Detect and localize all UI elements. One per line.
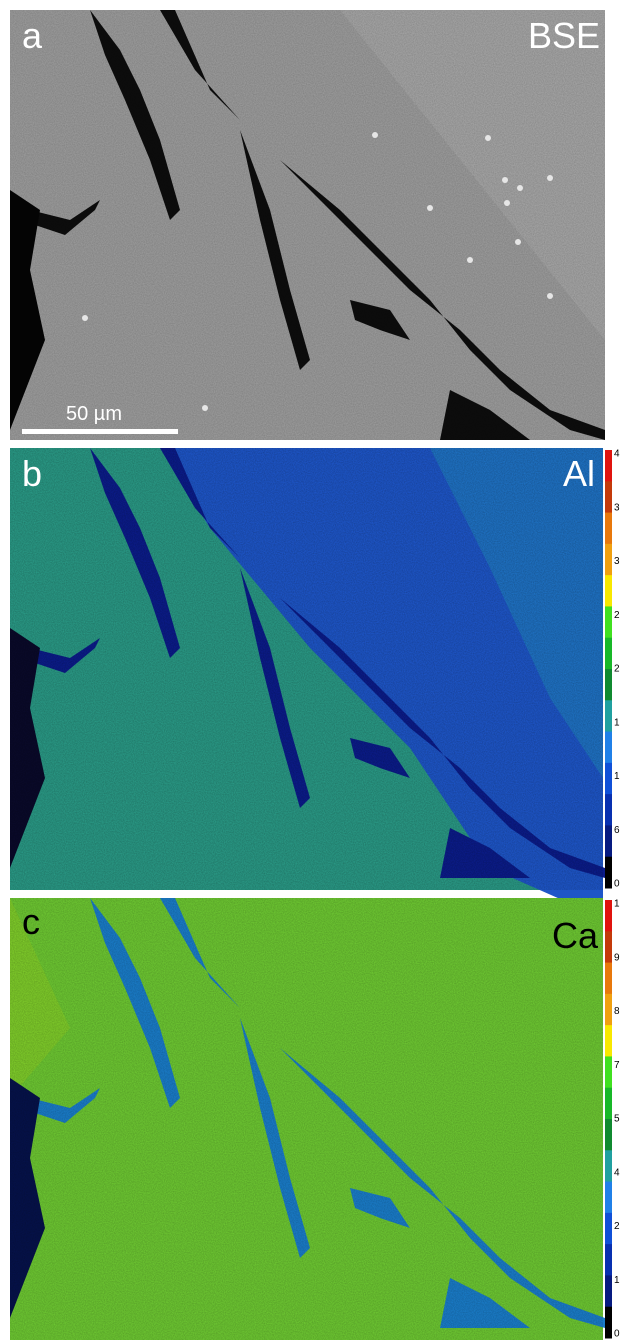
colorbar-step	[605, 669, 612, 701]
colorbar-step	[605, 825, 612, 857]
texture	[10, 10, 605, 440]
colorbar-step	[605, 1150, 612, 1182]
colorbar-step	[605, 1025, 612, 1057]
colorbar: 1 9 8 7 5 4 2 1 0	[605, 899, 620, 1340]
colorbar-label: 5	[614, 1114, 620, 1125]
colorbar-label: 2	[614, 610, 620, 621]
colorbar-step	[605, 1275, 612, 1307]
colorbar-label: 3	[614, 556, 620, 567]
colorbar-step	[605, 1213, 612, 1245]
element-label: BSE	[528, 15, 600, 56]
page: {"panels": [ {"label": "a", "element": "…	[0, 0, 625, 1340]
colorbar-step	[605, 994, 612, 1026]
element-label: Al	[563, 453, 595, 494]
colorbar-step	[605, 1244, 612, 1276]
colorbar-step	[605, 763, 612, 795]
colorbar-label: 1	[614, 899, 620, 910]
colorbar-label: 4	[614, 449, 620, 460]
colorbar-step	[605, 1088, 612, 1120]
scale-bar-label: 50 µm	[66, 403, 122, 425]
colorbar-step	[605, 794, 612, 826]
panel-c: c Ca	[10, 898, 605, 1340]
panel-b: b Al	[10, 448, 605, 918]
colorbar-step	[605, 1307, 612, 1339]
colorbar-label: 2	[614, 664, 620, 675]
panel-a: 50 µm a BSE	[10, 10, 605, 440]
colorbar-label: 4	[614, 1167, 620, 1178]
colorbar-step	[605, 931, 612, 963]
colorbar-step	[605, 700, 612, 732]
colorbar-step	[605, 732, 612, 764]
colorbar-step	[605, 638, 612, 670]
colorbar-label: 9	[614, 952, 620, 963]
figure: 50 µm a BSE b Al 433221160 c Ca 19875421…	[0, 0, 625, 1340]
colorbar-label: 0	[614, 1329, 620, 1340]
panel-label: b	[22, 453, 42, 494]
colorbar-step	[605, 481, 612, 513]
colorbar-label: 2	[614, 1221, 620, 1232]
colorbar: 4 3 3 2 2 1 1 6 0	[605, 449, 620, 890]
colorbar-step	[605, 1182, 612, 1214]
colorbar-label: 0	[614, 879, 620, 890]
colorbar-step	[605, 544, 612, 576]
colorbar-label: 3	[614, 502, 620, 513]
panel-label: a	[22, 15, 43, 56]
colorbar-step	[605, 606, 612, 638]
colorbar-label: 1	[614, 1275, 620, 1286]
colorbar-step	[605, 857, 612, 889]
colorbar-step	[605, 1056, 612, 1088]
scale-bar	[22, 429, 178, 434]
panel-label: c	[22, 901, 40, 942]
element-label: Ca	[552, 915, 599, 956]
colorbar-step	[605, 900, 612, 932]
texture	[10, 898, 603, 1340]
colorbar-label: 6	[614, 825, 620, 836]
colorbar-label: 1	[614, 771, 620, 782]
colorbar-label: 1	[614, 717, 620, 728]
colorbar-label: 8	[614, 1006, 620, 1017]
colorbar-step	[605, 1119, 612, 1151]
colorbar-label: 7	[614, 1060, 620, 1071]
colorbar-step	[605, 513, 612, 545]
colorbar-step	[605, 450, 612, 482]
colorbar-step	[605, 963, 612, 995]
colorbar-step	[605, 575, 612, 607]
texture	[10, 448, 603, 890]
